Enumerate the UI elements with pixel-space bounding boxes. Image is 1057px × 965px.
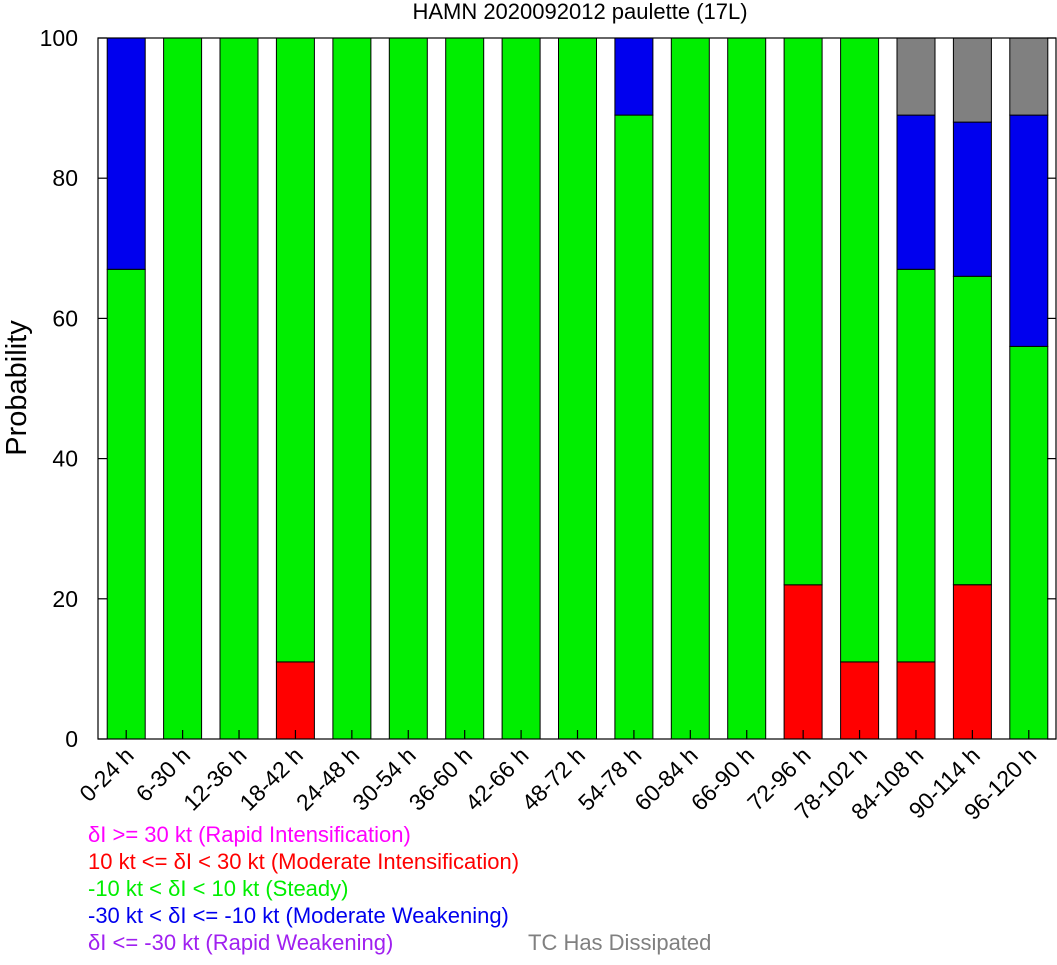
bar-segment (332, 37, 372, 740)
bar-segment (840, 37, 880, 663)
y-tick-label: 40 (52, 446, 78, 472)
y-tick-label: 0 (65, 726, 78, 752)
bar-segment (106, 268, 146, 740)
bar-segment (614, 37, 654, 116)
bar-segment (163, 37, 203, 740)
legend-entry: δI >= 30 kt (Rapid Intensification) (88, 822, 411, 847)
bar-segment (275, 37, 315, 663)
legend-entry: 10 kt <= δI < 30 kt (Moderate Intensific… (88, 849, 519, 874)
legend-entry: δI <= -30 kt (Rapid Weakening) (88, 930, 393, 955)
bar-segment (783, 584, 823, 740)
bar-segment (1009, 37, 1049, 116)
bar-segment (106, 37, 146, 270)
bar-segment (501, 37, 541, 740)
chart-title: HAMN 2020092012 paulette (17L) (412, 0, 747, 24)
bar-segment (896, 268, 936, 663)
bar-segment (896, 37, 936, 116)
bar-segment (1009, 345, 1049, 740)
y-tick-label: 100 (40, 25, 78, 51)
bar-segment (952, 37, 992, 123)
bar-segment (727, 37, 767, 740)
x-tick-label: 0-24 h (74, 742, 139, 807)
bar-segment (670, 37, 710, 740)
legend-entry: -30 kt < δI <= -10 kt (Moderate Weakenin… (88, 903, 509, 928)
bar-segment (896, 661, 936, 740)
bar-segment (1009, 114, 1049, 347)
legend: δI >= 30 kt (Rapid Intensification)10 kt… (88, 822, 711, 955)
bar-segment (952, 275, 992, 586)
bar-segment (445, 37, 485, 740)
bars-layer (106, 37, 1049, 740)
y-axis-label: Probability (1, 320, 33, 456)
bar-segment (896, 114, 936, 270)
bar-segment (952, 584, 992, 740)
bar-segment (952, 121, 992, 277)
bar-segment (275, 661, 315, 740)
bar-segment (388, 37, 428, 740)
bar-segment (614, 114, 654, 740)
bar-segment (558, 37, 597, 740)
bar-segment (783, 37, 823, 586)
y-tick-label: 20 (52, 586, 78, 612)
y-tick-label: 80 (52, 165, 78, 191)
y-tick-label: 60 (52, 305, 78, 331)
bar-segment (219, 37, 259, 740)
legend-entry: -10 kt < δI < 10 kt (Steady) (88, 876, 348, 901)
bar-segment (840, 661, 880, 740)
legend-entry: TC Has Dissipated (528, 930, 711, 955)
